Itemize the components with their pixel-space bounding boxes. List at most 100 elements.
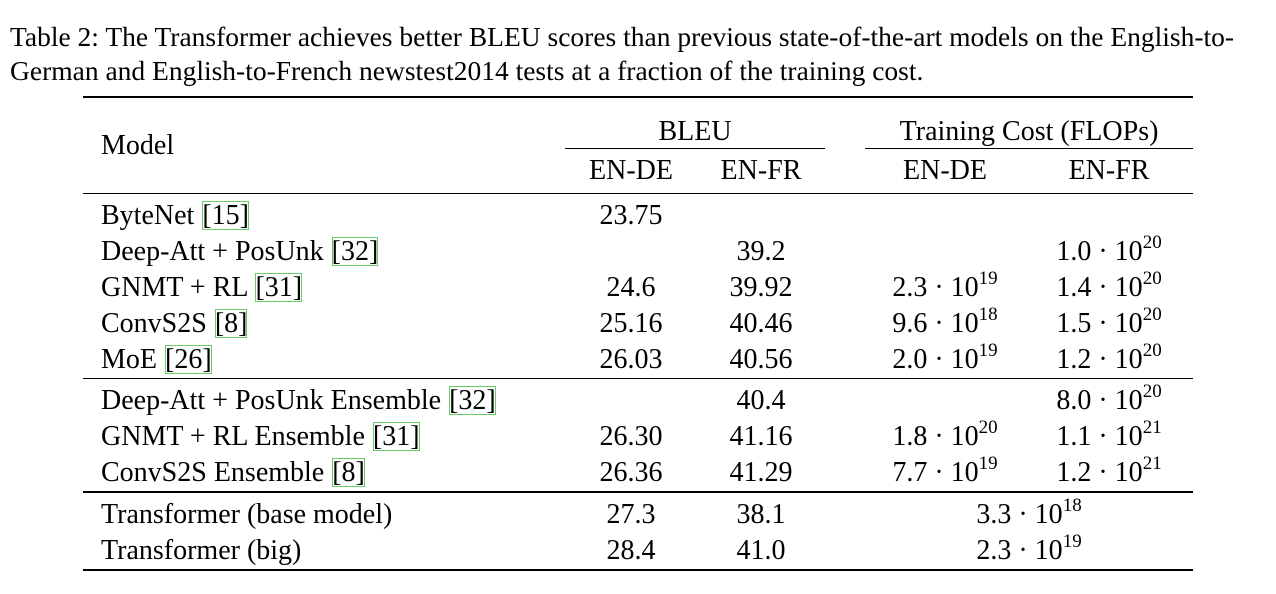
model-name: GNMT + RL Ensemble: [101, 421, 365, 452]
value-cell: 39.92: [729, 272, 793, 303]
model-cell: Transformer (base model): [83, 492, 565, 533]
gap: [825, 234, 865, 270]
value-exponent: 20: [1142, 340, 1162, 361]
value-cell: 27.3: [606, 499, 656, 530]
table-section: Deep-Att + PosUnk Ensemble [32] 40.4 8.0 ·…: [83, 379, 1194, 492]
model-cell: Deep-Att + PosUnk [32]: [83, 234, 565, 270]
caption-label: Table 2:: [10, 21, 99, 52]
value-cell: 3.3 · 1018: [865, 492, 1193, 533]
citation: [31]: [255, 272, 303, 303]
column-header: EN-DE: [903, 155, 987, 186]
table-section: ByteNet [15] 23.75 Deep-Att + PosUnk [32] 3…: [83, 194, 1194, 379]
model-name: MoE: [101, 344, 157, 375]
header-row: EN-DE EN-FR EN-DE EN-FR: [83, 149, 1193, 194]
table-row: ConvS2S [8] 25.16 40.46 9.6 · 1018 1.5 · 102…: [83, 304, 1193, 342]
value-cell: 40.46: [729, 308, 793, 339]
group-header: Training Cost (FLOPs): [865, 97, 1194, 149]
gap: [825, 533, 865, 570]
gap: [825, 342, 865, 379]
model-name: Transformer (base model): [101, 499, 393, 530]
value-base: 1.1 · 10: [1056, 421, 1143, 452]
value-base: 2.0 · 10: [892, 344, 979, 375]
gap: [825, 270, 865, 306]
value-cell: 1.2 · 1020: [1025, 340, 1193, 379]
value-cell: 41.29: [729, 457, 793, 488]
value-cell: 26.30: [599, 421, 663, 452]
value-cell: 2.0 · 1019: [865, 340, 1025, 379]
value-cell: [865, 194, 1025, 235]
model-name: Deep-Att + PosUnk: [101, 236, 324, 267]
model-cell: GNMT + RL Ensemble [31]: [83, 419, 565, 455]
value-base: 2.3 · 10: [892, 272, 979, 303]
model-name: ByteNet: [101, 200, 195, 231]
caption: Table 2: The Transformer achieves better…: [10, 20, 1272, 88]
value-cell: 8.0 · 1020: [1025, 379, 1193, 420]
value-cell: 38.1: [736, 499, 786, 530]
column-header: EN-DE: [589, 155, 673, 186]
gap: [825, 194, 865, 235]
table-row: Deep-Att + PosUnk [32] 39.2 1.0 · 1020: [83, 233, 1193, 270]
gap: [825, 379, 865, 420]
value-base: 1.5 · 10: [1056, 308, 1143, 339]
value-exponent: 19: [978, 268, 998, 289]
value-base: 2.3 · 10: [976, 535, 1063, 566]
value-exponent: 20: [1142, 381, 1162, 402]
header-row: Model BLEU Training Cost (FLOPs): [83, 97, 1194, 161]
value-exponent: 19: [978, 453, 998, 474]
value-base: 7.7 · 10: [892, 457, 979, 488]
model-name: ConvS2S: [101, 308, 207, 339]
model-cell: ByteNet [15]: [83, 194, 565, 235]
value-cell: [697, 194, 825, 235]
value-base: 1.2 · 10: [1056, 457, 1143, 488]
gap: [825, 149, 865, 194]
model-name: Deep-Att + PosUnk Ensemble: [101, 385, 442, 416]
value-cell: [565, 234, 697, 270]
citation: [8]: [332, 457, 365, 488]
value-cell: 2.3 · 1019: [865, 268, 1025, 306]
caption-text: The Transformer achieves better BLEU sco…: [10, 21, 1235, 86]
value-cell: [865, 234, 1025, 270]
value-exponent: 18: [978, 304, 998, 325]
model-name: ConvS2S Ensemble: [101, 457, 325, 488]
value-cell: 1.1 · 1021: [1025, 417, 1193, 455]
value-cell: [1025, 194, 1193, 235]
value-base: 9.6 · 10: [892, 308, 979, 339]
column-header: EN-FR: [720, 155, 802, 186]
value-cell: 39.2: [736, 236, 786, 267]
gap: [825, 97, 865, 149]
citation: [8]: [214, 308, 248, 339]
table-row: GNMT + RL Ensemble [31] 26.30 41.16 1.8 · 1…: [83, 417, 1193, 455]
model-header: Model: [101, 129, 175, 161]
table-row: GNMT + RL [31] 24.6 39.92 2.3 · 1019 1.4 · 1…: [83, 268, 1193, 306]
value-cell: 40.56: [729, 344, 793, 375]
value-cell: [565, 379, 697, 420]
model-cell: MoE [26]: [83, 342, 565, 379]
gap: [825, 492, 865, 533]
gap: [825, 306, 865, 342]
model-cell: ConvS2S Ensemble [8]: [83, 455, 565, 492]
value-cell: [865, 379, 1025, 420]
value-cell: 24.6: [606, 272, 656, 303]
value-cell: 1.4 · 1020: [1025, 269, 1193, 306]
model-name: GNMT + RL: [101, 272, 248, 303]
value-cell: 1.8 · 1020: [865, 418, 1025, 455]
table-row: ConvS2S Ensemble [8] 26.36 41.29 7.7 · 1019…: [83, 453, 1193, 492]
citation: [26]: [164, 344, 212, 375]
model-name: Transformer (big): [101, 535, 302, 566]
value-cell: 41.16: [729, 421, 793, 452]
value-exponent: 21: [1142, 417, 1162, 438]
model-cell: Deep-Att + PosUnk Ensemble [32]: [83, 379, 565, 420]
value-cell: 41.0: [736, 535, 786, 566]
value-exponent: 20: [1142, 304, 1162, 325]
column-header: EN-FR: [1068, 155, 1150, 186]
gap: [825, 419, 865, 455]
value-base: 1.4 · 10: [1056, 272, 1143, 303]
citation: [32]: [331, 236, 379, 267]
value-exponent: 19: [978, 340, 998, 361]
value-cell: 25.16: [599, 308, 663, 339]
value-cell: 2.3 · 1019: [865, 532, 1193, 570]
table-row: Transformer (base model) 27.3 38.1 3.3 · 10…: [83, 492, 1193, 533]
value-base: 3.3 · 10: [976, 499, 1063, 530]
value-base: 8.0 · 10: [1056, 385, 1143, 416]
